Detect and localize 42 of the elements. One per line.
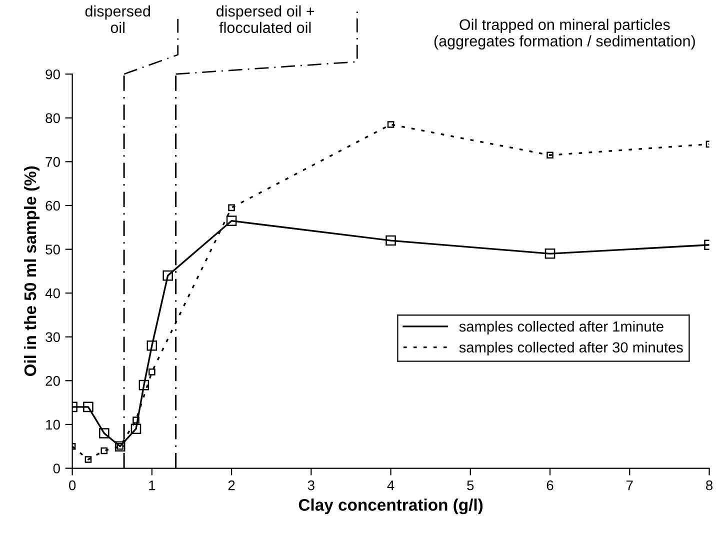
point xyxy=(83,402,94,412)
x-tick-label: 6 xyxy=(546,480,554,490)
point xyxy=(546,152,554,159)
x-axis-title: Clay concentration (g/l) xyxy=(298,498,483,514)
point xyxy=(84,456,92,463)
y-tick-label: 60 xyxy=(46,200,60,211)
point xyxy=(99,428,110,438)
text: dispersed oil + flocculated oil xyxy=(216,5,314,34)
point xyxy=(387,121,394,128)
x-tick-label: 3 xyxy=(308,480,314,490)
y-axis-title: Oil in the 50 ml sample (%) xyxy=(24,166,40,376)
y-tick-label: 70 xyxy=(46,157,60,167)
text: Oil trapped on mineral particles (aggregates formation / sedimentation) xyxy=(434,18,695,50)
point xyxy=(130,424,142,434)
x-tick-label: 5 xyxy=(467,480,474,490)
point xyxy=(386,235,396,246)
y-tick-label: 90 xyxy=(46,69,60,80)
x-tick-label: 2 xyxy=(228,480,235,490)
x-tick-label: 8 xyxy=(706,480,713,490)
point xyxy=(132,416,140,424)
point xyxy=(228,204,235,212)
y-tick-label: 30 xyxy=(46,332,60,342)
y-tick-label: 20 xyxy=(46,376,60,386)
text: dispersed oil xyxy=(85,5,150,34)
legend-label: samples collected after 30 minutes xyxy=(459,342,683,356)
x-tick-label: 1 xyxy=(149,480,156,490)
point xyxy=(100,447,108,454)
x-tick-label: 0 xyxy=(68,480,76,490)
y-tick-label: 40 xyxy=(45,288,60,298)
legend-label: samples collected after 1minute xyxy=(459,320,664,335)
point xyxy=(138,380,150,390)
y-tick-label: 80 xyxy=(46,113,60,124)
y-tick-label: 0 xyxy=(53,464,60,474)
x-tick-label: 7 xyxy=(626,480,633,490)
point xyxy=(146,340,158,351)
point xyxy=(162,270,173,281)
y-tick-label: 10 xyxy=(46,420,60,430)
point xyxy=(544,248,556,259)
point xyxy=(226,216,237,226)
point xyxy=(148,368,156,376)
y-tick-label: 50 xyxy=(46,244,60,254)
x-tick-label: 4 xyxy=(387,480,394,490)
